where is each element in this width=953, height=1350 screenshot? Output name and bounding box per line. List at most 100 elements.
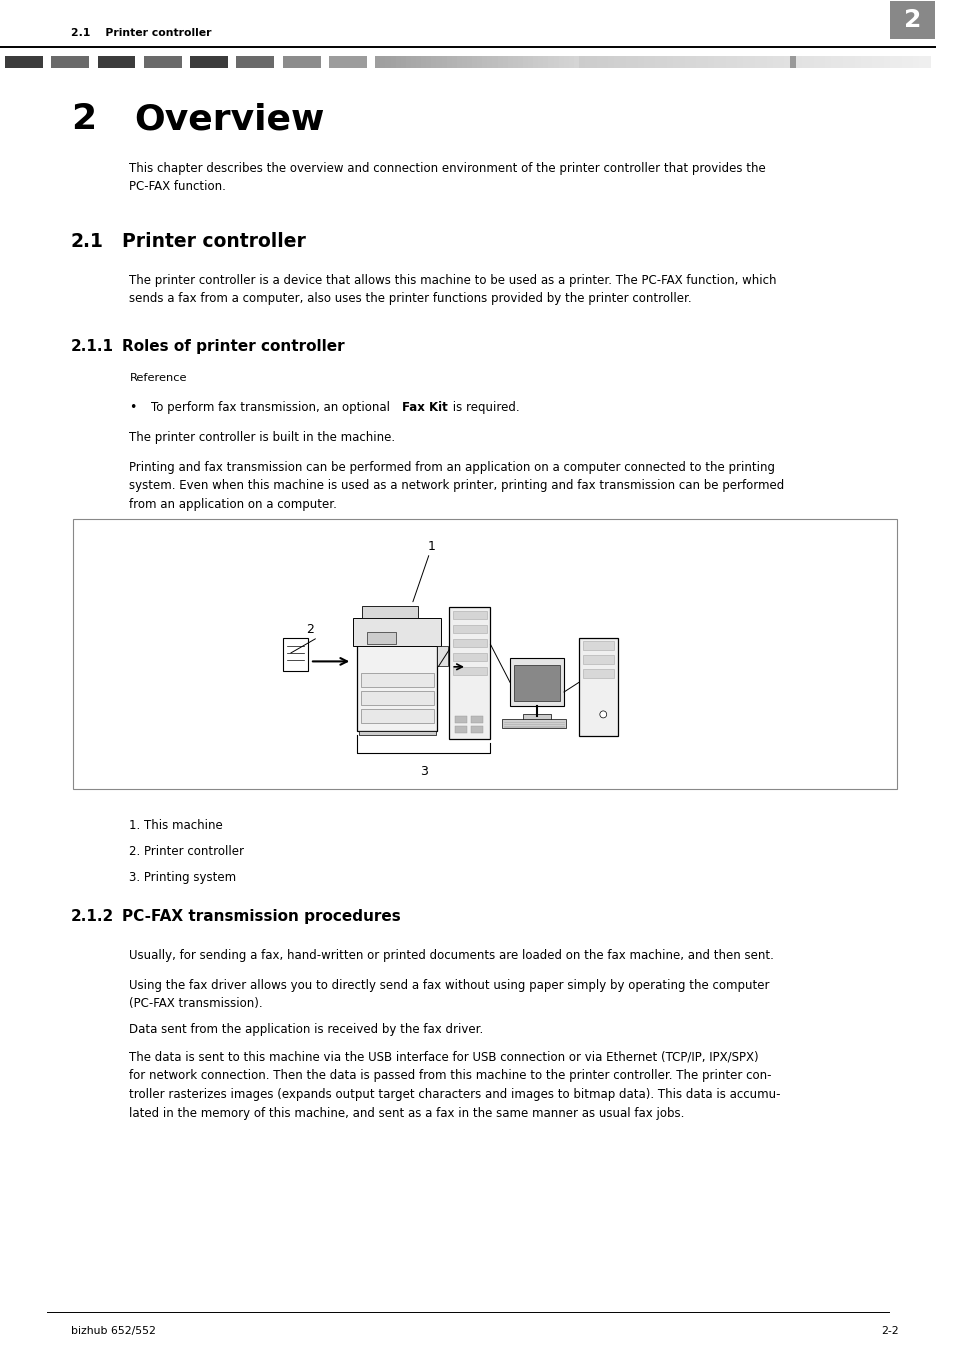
Bar [395, 57, 400, 68]
Bar [854, 57, 860, 68]
Bar [353, 618, 441, 647]
Text: Using the fax driver allows you to directly send a fax without using paper simpl: Using the fax driver allows you to direc… [130, 979, 769, 1011]
Bar [783, 57, 789, 68]
Bar [517, 57, 522, 68]
Bar [190, 57, 228, 68]
Bar [466, 57, 472, 68]
Bar [563, 57, 568, 68]
Bar [696, 57, 701, 68]
Bar [582, 670, 614, 679]
Bar [766, 57, 772, 68]
Bar [608, 57, 614, 68]
Text: Usually, for sending a fax, hand-written or printed documents are loaded on the : Usually, for sending a fax, hand-written… [130, 949, 774, 963]
Bar [602, 57, 608, 68]
Bar [51, 57, 89, 68]
Bar [492, 57, 497, 68]
Circle shape [599, 711, 606, 718]
Text: Printing and fax transmission can be performed from an application on a computer: Printing and fax transmission can be per… [130, 460, 784, 512]
Text: 2.1.2: 2.1.2 [71, 909, 113, 923]
Bar [380, 57, 385, 68]
Bar [660, 57, 666, 68]
Text: is required.: is required. [449, 401, 519, 414]
Bar [631, 57, 637, 68]
Bar [672, 57, 678, 68]
Bar [824, 57, 830, 68]
Bar [666, 57, 672, 68]
Bar [528, 57, 533, 68]
Bar [513, 57, 517, 68]
Bar [619, 57, 625, 68]
Bar [795, 57, 801, 68]
Text: To perform fax transmission, an optional: To perform fax transmission, an optional [151, 401, 394, 414]
Bar [367, 632, 395, 644]
Bar [719, 57, 725, 68]
Bar [487, 57, 492, 68]
Bar [848, 57, 854, 68]
Bar [701, 57, 707, 68]
Text: 2.1    Printer controller: 2.1 Printer controller [71, 28, 211, 38]
Bar [523, 714, 550, 721]
Bar [283, 639, 308, 671]
Bar [813, 57, 819, 68]
Text: This chapter describes the overview and connection environment of the printer co: This chapter describes the overview and … [130, 162, 765, 193]
Bar [568, 57, 574, 68]
Bar [877, 57, 883, 68]
Text: 3. Printing system: 3. Printing system [130, 871, 236, 884]
Bar [476, 57, 482, 68]
Bar [801, 57, 807, 68]
Bar [416, 57, 420, 68]
Bar [501, 720, 565, 729]
Bar [453, 667, 486, 675]
Bar [456, 57, 461, 68]
Bar [548, 57, 553, 68]
Bar [451, 57, 456, 68]
Bar [431, 57, 436, 68]
Bar [690, 57, 696, 68]
Bar [514, 666, 559, 702]
Bar [582, 641, 614, 651]
Bar [836, 57, 842, 68]
Bar [643, 57, 649, 68]
Bar [405, 57, 411, 68]
Text: 2.1.1: 2.1.1 [71, 339, 113, 354]
Text: bizhub 652/552: bizhub 652/552 [71, 1326, 155, 1336]
Bar [871, 57, 877, 68]
Bar [533, 57, 537, 68]
Bar [574, 57, 578, 68]
Bar [655, 57, 660, 68]
Bar [461, 57, 466, 68]
Bar [411, 57, 416, 68]
Bar [471, 726, 482, 733]
Bar [807, 57, 813, 68]
Bar [737, 57, 742, 68]
Bar [742, 57, 748, 68]
Bar [482, 57, 487, 68]
Bar [772, 57, 778, 68]
Bar [455, 726, 466, 733]
Bar [590, 57, 596, 68]
Bar [842, 57, 848, 68]
Bar [748, 57, 754, 68]
Bar [731, 57, 737, 68]
Text: •: • [130, 401, 136, 414]
Bar [358, 732, 436, 736]
Bar [830, 57, 836, 68]
Text: PC-FAX transmission procedures: PC-FAX transmission procedures [121, 909, 400, 923]
Text: 1: 1 [427, 540, 436, 553]
Bar [522, 57, 528, 68]
Bar [361, 606, 417, 618]
Bar [553, 57, 558, 68]
Bar [453, 612, 486, 620]
Text: 3: 3 [419, 765, 427, 778]
Bar [426, 57, 431, 68]
Bar [453, 625, 486, 633]
Bar [236, 57, 274, 68]
Bar [614, 57, 619, 68]
Text: 2: 2 [902, 8, 920, 32]
Bar [684, 57, 690, 68]
Bar [558, 57, 563, 68]
Text: 1. This machine: 1. This machine [130, 819, 223, 832]
Bar [906, 57, 912, 68]
Bar [895, 57, 901, 68]
Text: Printer controller: Printer controller [121, 232, 305, 251]
